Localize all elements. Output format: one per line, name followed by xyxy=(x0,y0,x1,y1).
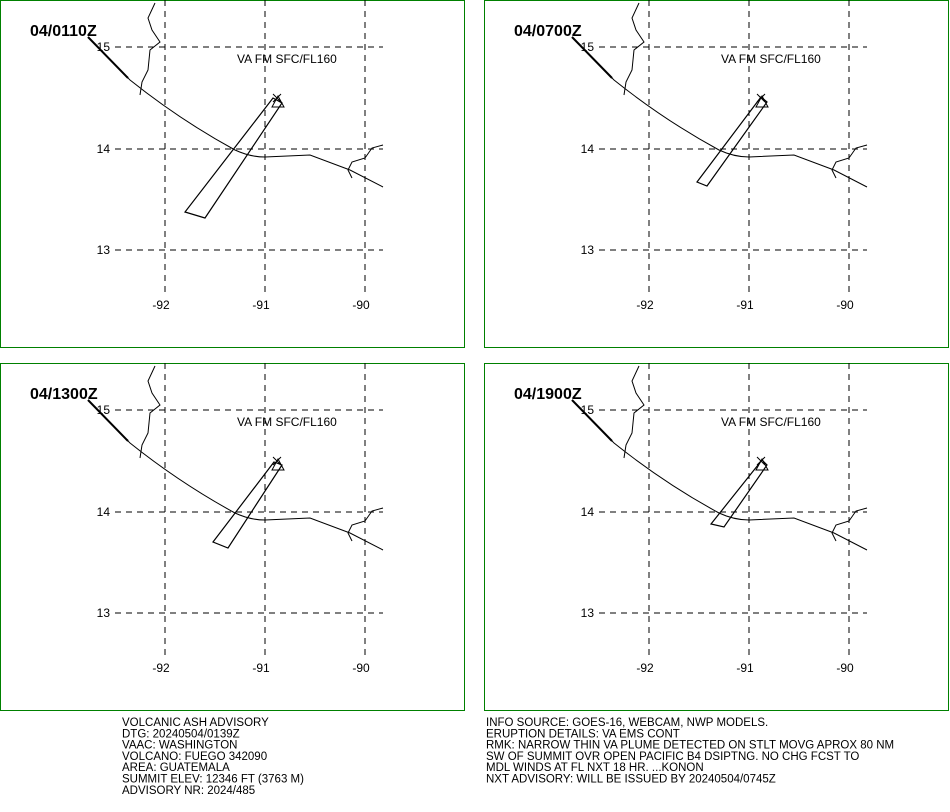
panel-time: 04/0110Z xyxy=(30,23,97,40)
coastline-thick xyxy=(571,36,613,79)
advisory-line: SUMMIT ELEV: 12346 FT (3763 M) xyxy=(122,774,304,786)
lon-label: -91 xyxy=(252,661,270,675)
lat-label: 15 xyxy=(97,40,111,54)
volcano xyxy=(755,93,769,108)
lon-label: -90 xyxy=(836,661,854,675)
lat-label: 13 xyxy=(97,606,111,620)
panel-level: VA FM SFC/FL160 xyxy=(237,52,337,66)
lat-label: 14 xyxy=(581,505,595,519)
panel-border xyxy=(484,0,949,348)
advisory-line: MDL WINDS AT FL NXT 18 HR. ...KONON xyxy=(486,762,704,774)
coastline xyxy=(87,399,384,551)
lon-label: -90 xyxy=(352,661,370,675)
map-panel: 04/0700Z VA FM SFC/FL160 15 14 13 -92 -91 -90 xyxy=(484,0,949,348)
lon-label: -91 xyxy=(736,298,754,312)
panel-level: VA FM SFC/FL160 xyxy=(237,415,337,429)
border xyxy=(347,144,384,179)
lat-label: 13 xyxy=(581,243,595,257)
border xyxy=(623,365,645,459)
advisory-line: VOLCANO: FUEGO 342090 xyxy=(122,751,267,763)
lat-label: 15 xyxy=(581,40,595,54)
lat-label: 13 xyxy=(581,606,595,620)
panel-border xyxy=(0,0,465,348)
lon-label: -92 xyxy=(636,661,654,675)
map-panel: 04/1300Z VA FM SFC/FL160 15 14 13 -92 -91 -90 xyxy=(0,363,465,711)
advisory-line: INFO SOURCE: GOES-16, WEBCAM, NWP MODELS… xyxy=(486,717,768,729)
volcano xyxy=(271,456,285,471)
advisory-line: VAAC: WASHINGTON xyxy=(122,740,237,752)
advisory-line: SW OF SUMMIT OVR OPEN PACIFIC B4 DSIPTNG… xyxy=(486,751,859,763)
border xyxy=(347,507,384,542)
volcano xyxy=(271,93,285,108)
lat-label: 14 xyxy=(581,142,595,156)
panel-level: VA FM SFC/FL160 xyxy=(721,415,821,429)
border xyxy=(623,2,645,96)
advisory-line: NXT ADVISORY: WILL BE ISSUED BY 20240504… xyxy=(486,774,776,786)
coastline xyxy=(571,36,868,188)
panel-level: VA FM SFC/FL160 xyxy=(721,52,821,66)
map-panel: 04/1900Z VA FM SFC/FL160 15 14 13 -92 -91 -90 xyxy=(484,363,949,711)
ash-plume xyxy=(212,461,283,549)
lat-label: 15 xyxy=(581,403,595,417)
advisory-line: DTG: 20240504/0139Z xyxy=(122,728,240,740)
advisory-line: VOLCANIC ASH ADVISORY xyxy=(122,717,269,729)
border xyxy=(831,507,868,542)
lat-label: 14 xyxy=(97,142,111,156)
advisory-line: ADVISORY NR: 2024/485 xyxy=(122,785,255,797)
lon-label: -91 xyxy=(736,661,754,675)
lon-label: -92 xyxy=(152,298,170,312)
lon-label: -92 xyxy=(152,661,170,675)
panel-time: 04/1900Z xyxy=(514,386,582,403)
panel-border xyxy=(484,363,949,711)
lat-label: 15 xyxy=(97,403,111,417)
ash-plume xyxy=(696,96,768,187)
map-panel: 04/0110Z VA FM SFC/FL160 15 14 13 -92 -91 -90 xyxy=(0,0,465,348)
lon-label: -91 xyxy=(252,298,270,312)
advisory-line: RMK: NARROW THIN VA PLUME DETECTED ON ST… xyxy=(486,740,894,752)
coastline-thick xyxy=(571,399,613,442)
coastline xyxy=(87,36,384,188)
coastline-thick xyxy=(87,399,129,442)
panel-time: 04/0700Z xyxy=(514,23,582,40)
panel-border xyxy=(0,363,465,711)
lat-label: 13 xyxy=(97,243,111,257)
volcano xyxy=(755,456,769,471)
advisory-line: AREA: GUATEMALA xyxy=(122,762,230,774)
panel-time: 04/1300Z xyxy=(30,386,98,403)
coastline-thick xyxy=(87,36,129,79)
ash-plume xyxy=(183,97,283,219)
coastline xyxy=(571,399,868,551)
border xyxy=(831,144,868,179)
lat-label: 14 xyxy=(97,505,111,519)
lon-label: -90 xyxy=(352,298,370,312)
lon-label: -90 xyxy=(836,298,854,312)
lon-label: -92 xyxy=(636,298,654,312)
ash-plume xyxy=(709,459,768,528)
border xyxy=(139,365,161,459)
border xyxy=(139,2,161,96)
advisory-line: ERUPTION DETAILS: VA EMS CONT xyxy=(486,728,680,740)
